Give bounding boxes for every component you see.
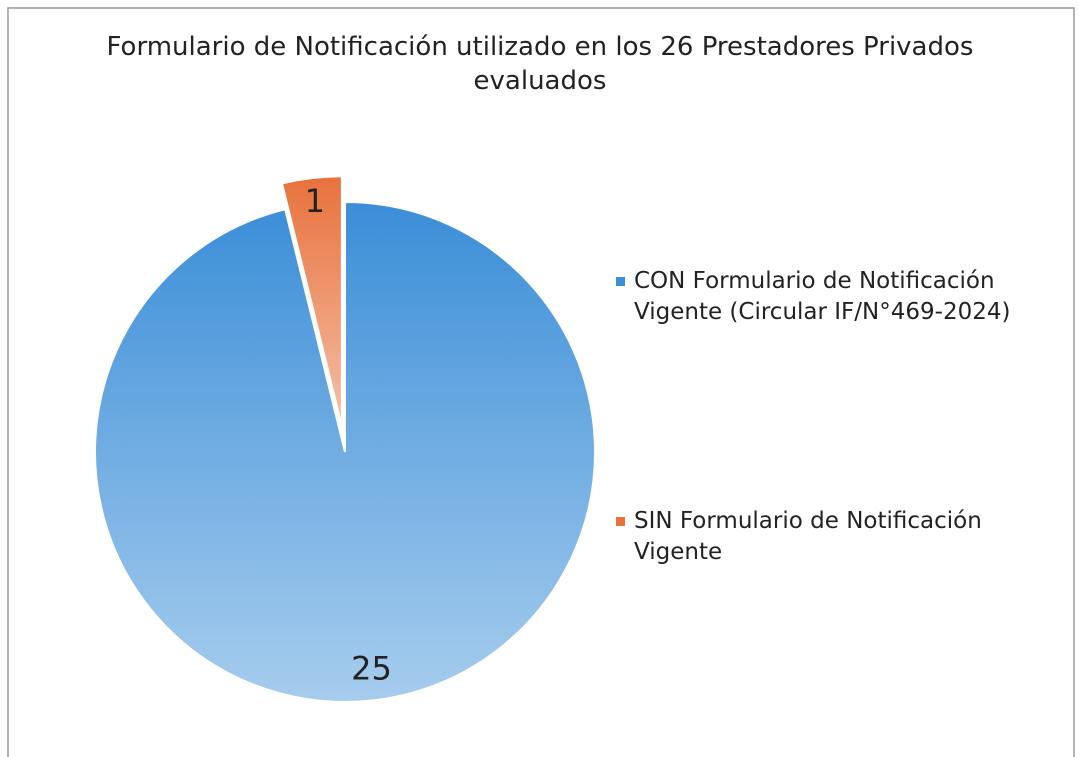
pie-slice <box>280 175 343 427</box>
legend-label: CON Formulario de Notificación Vigente (… <box>634 268 1011 325</box>
pie-slice <box>94 200 596 703</box>
legend-item: CON Formulario de Notificación Vigente (… <box>616 266 1066 328</box>
legend-swatch <box>616 277 625 286</box>
legend-label: SIN Formulario de Notificación Vigente <box>634 508 982 565</box>
data-label: 25 <box>351 649 392 687</box>
legend-swatch <box>616 517 625 526</box>
chart-title: Formulario de Notificación utilizado en … <box>106 32 974 96</box>
legend-item: SIN Formulario de Notificación Vigente <box>616 506 1066 568</box>
chart-frame <box>7 7 1075 757</box>
data-label: 1 <box>305 182 325 220</box>
